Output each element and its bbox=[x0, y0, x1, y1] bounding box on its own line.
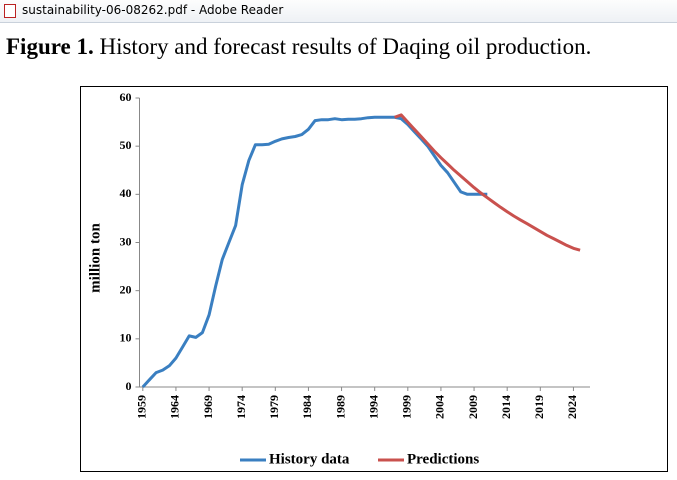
x-tick-label: 1989 bbox=[333, 395, 347, 419]
x-tick-label: 1959 bbox=[135, 395, 149, 419]
y-tick-label: 50 bbox=[120, 138, 132, 152]
caption-text: History and forecast results of Daqing o… bbox=[99, 34, 592, 59]
x-tick-label: 2024 bbox=[565, 395, 579, 419]
y-axis-label: million ton bbox=[87, 223, 103, 293]
x-tick-label: 2004 bbox=[433, 395, 447, 419]
pdf-icon bbox=[4, 4, 16, 18]
x-tick-label: 2019 bbox=[532, 395, 546, 419]
x-tick-label: 1994 bbox=[366, 395, 380, 419]
x-tick-label: 1984 bbox=[300, 395, 314, 419]
series-line bbox=[394, 113, 581, 252]
y-tick-label: 30 bbox=[120, 234, 132, 248]
x-tick-label: 2014 bbox=[499, 395, 513, 419]
y-tick-label: 10 bbox=[120, 331, 132, 345]
window-title: sustainability-06-08262.pdf - Adobe Read… bbox=[22, 3, 284, 17]
series-line bbox=[141, 115, 488, 389]
x-tick-label: 1999 bbox=[400, 395, 414, 419]
x-tick-label: 1964 bbox=[168, 395, 182, 419]
legend-label: History data bbox=[269, 451, 350, 467]
x-tick-label: 2009 bbox=[466, 395, 480, 419]
title-bar: sustainability-06-08262.pdf - Adobe Read… bbox=[0, 0, 677, 23]
x-tick-label: 1969 bbox=[201, 395, 215, 419]
y-tick-label: 20 bbox=[120, 282, 132, 296]
y-tick-label: 60 bbox=[120, 90, 132, 104]
x-tick-label: 1979 bbox=[267, 395, 281, 419]
chart-border bbox=[80, 86, 668, 472]
y-tick-label: 40 bbox=[120, 186, 132, 200]
caption-label: Figure 1. bbox=[6, 34, 94, 59]
x-tick-label: 1974 bbox=[234, 395, 248, 419]
y-tick-label: 0 bbox=[126, 379, 132, 393]
legend-label: Predictions bbox=[407, 451, 479, 467]
caption: Figure 1. History and forecast results o… bbox=[6, 34, 591, 60]
